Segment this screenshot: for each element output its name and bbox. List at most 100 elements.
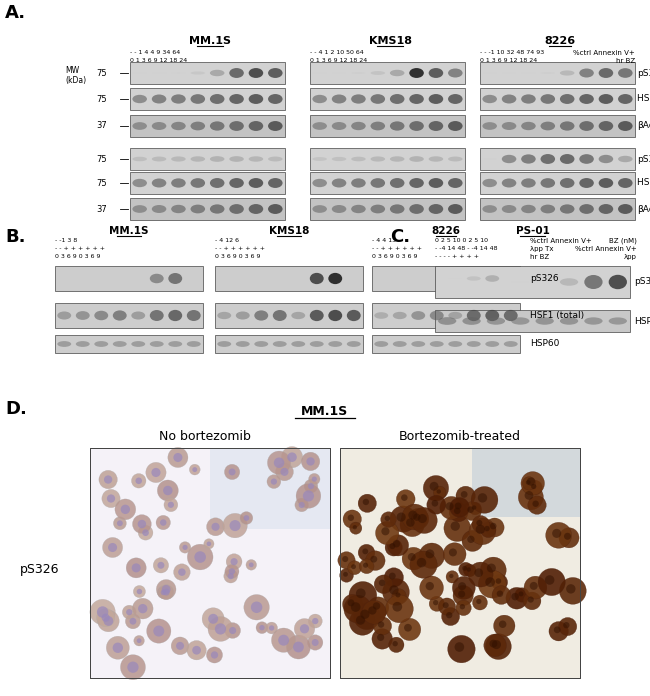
Ellipse shape (579, 68, 594, 77)
Circle shape (449, 574, 454, 578)
Circle shape (90, 599, 115, 625)
Circle shape (223, 514, 247, 538)
Ellipse shape (150, 310, 164, 321)
Circle shape (229, 468, 235, 475)
Circle shape (112, 642, 123, 653)
Circle shape (350, 522, 362, 535)
Circle shape (343, 510, 361, 528)
Circle shape (287, 452, 297, 462)
Ellipse shape (210, 156, 224, 162)
Ellipse shape (313, 95, 327, 103)
Circle shape (492, 640, 501, 649)
Text: βActin: βActin (637, 122, 650, 131)
Ellipse shape (448, 312, 462, 319)
Ellipse shape (171, 178, 186, 188)
Circle shape (389, 543, 395, 549)
Circle shape (163, 486, 172, 496)
Circle shape (351, 602, 361, 612)
Ellipse shape (249, 94, 263, 104)
Circle shape (360, 610, 370, 619)
Text: A.: A. (5, 4, 26, 22)
Ellipse shape (448, 157, 463, 161)
Circle shape (115, 499, 136, 520)
Ellipse shape (310, 341, 324, 347)
Circle shape (192, 646, 201, 655)
Circle shape (153, 626, 164, 637)
Bar (215, 303, 363, 328)
Circle shape (178, 569, 186, 576)
Bar (310, 88, 465, 110)
Circle shape (396, 512, 406, 522)
Circle shape (133, 514, 151, 534)
Circle shape (176, 642, 184, 650)
Ellipse shape (150, 341, 164, 347)
Circle shape (484, 526, 490, 531)
Circle shape (448, 635, 475, 663)
Circle shape (207, 518, 224, 536)
Bar (90, 448, 330, 678)
Ellipse shape (411, 311, 425, 320)
Bar (130, 172, 285, 194)
Circle shape (532, 500, 539, 507)
Ellipse shape (94, 341, 108, 347)
Circle shape (338, 552, 355, 569)
Circle shape (463, 564, 476, 577)
Bar (480, 148, 635, 170)
Ellipse shape (351, 95, 366, 104)
Circle shape (365, 551, 385, 571)
FancyBboxPatch shape (472, 448, 580, 517)
Circle shape (280, 468, 289, 476)
Text: B.: B. (5, 228, 25, 246)
Circle shape (226, 554, 242, 569)
Circle shape (493, 615, 515, 637)
Ellipse shape (370, 205, 385, 214)
Ellipse shape (313, 122, 327, 130)
Ellipse shape (390, 205, 404, 214)
Circle shape (174, 564, 190, 580)
Circle shape (552, 529, 561, 538)
Ellipse shape (560, 205, 575, 214)
Circle shape (160, 519, 166, 525)
Ellipse shape (217, 312, 231, 319)
Ellipse shape (599, 94, 613, 104)
Circle shape (370, 555, 377, 562)
Ellipse shape (467, 276, 481, 280)
Ellipse shape (94, 310, 108, 320)
Circle shape (458, 582, 466, 590)
Circle shape (392, 589, 406, 603)
Text: - -1 3 8: - -1 3 8 (55, 238, 77, 243)
Ellipse shape (332, 122, 346, 130)
Circle shape (418, 514, 427, 523)
Text: HSF1 (total): HSF1 (total) (637, 95, 650, 104)
Text: %ctrl Annexin V+: %ctrl Annexin V+ (573, 50, 635, 56)
Ellipse shape (462, 317, 481, 325)
Text: βActin: βActin (637, 205, 650, 214)
Circle shape (478, 570, 506, 598)
Ellipse shape (374, 341, 388, 347)
Ellipse shape (608, 317, 627, 324)
Circle shape (453, 585, 473, 606)
Circle shape (164, 498, 178, 512)
Circle shape (450, 521, 460, 531)
Ellipse shape (328, 310, 342, 321)
Ellipse shape (190, 72, 205, 74)
Circle shape (161, 590, 166, 595)
Circle shape (225, 623, 240, 638)
Ellipse shape (410, 121, 424, 131)
Circle shape (462, 530, 483, 551)
Ellipse shape (430, 341, 444, 347)
Text: HSF1 (total): HSF1 (total) (530, 311, 584, 320)
Ellipse shape (249, 204, 263, 214)
Circle shape (446, 612, 452, 618)
Text: pS326: pS326 (20, 564, 60, 576)
Ellipse shape (351, 205, 366, 213)
Text: hr BZ: hr BZ (616, 58, 635, 64)
Bar (310, 172, 465, 194)
Circle shape (312, 477, 317, 482)
Ellipse shape (502, 178, 516, 187)
Ellipse shape (560, 121, 575, 131)
Circle shape (385, 539, 402, 556)
Circle shape (303, 491, 314, 502)
Circle shape (343, 572, 348, 577)
Ellipse shape (482, 205, 497, 213)
